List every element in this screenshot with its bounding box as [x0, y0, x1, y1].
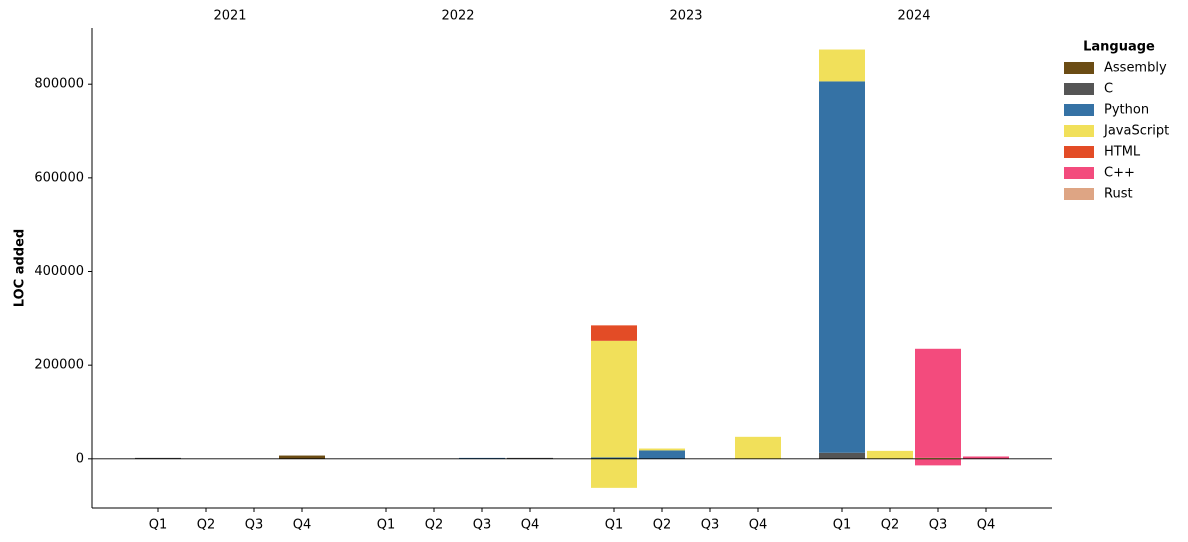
group-label: 2023: [669, 9, 702, 24]
x-tick-label: Q3: [245, 518, 264, 533]
x-tick-label: Q4: [521, 518, 540, 533]
bar-segment: [915, 457, 961, 459]
x-tick-label: Q1: [605, 518, 624, 533]
x-tick-label: Q2: [881, 518, 900, 533]
x-tick-label: Q1: [377, 518, 396, 533]
legend-swatch: [1064, 125, 1094, 137]
legend-label: Python: [1104, 103, 1149, 118]
legend-swatch: [1064, 188, 1094, 200]
legend-label: JavaScript: [1103, 124, 1169, 139]
group-label: 2024: [897, 9, 930, 24]
legend-swatch: [1064, 104, 1094, 116]
x-tick-label: Q4: [293, 518, 312, 533]
bar-segment: [915, 348, 961, 458]
x-tick-label: Q2: [425, 518, 444, 533]
legend-swatch: [1064, 62, 1094, 74]
bar-segment: [915, 458, 961, 466]
y-tick-label: 800000: [34, 77, 84, 92]
y-tick-label: 600000: [34, 170, 84, 185]
y-tick-label: 200000: [34, 358, 84, 373]
bar-segment: [867, 450, 913, 459]
x-tick-label: Q3: [929, 518, 948, 533]
bar-segment: [591, 340, 637, 458]
group-label: 2022: [441, 9, 474, 24]
bar-segment: [819, 81, 865, 453]
bar-segment: [591, 457, 637, 459]
legend-swatch: [1064, 83, 1094, 95]
bar-segment: [459, 457, 505, 459]
bar-segment: [963, 456, 1009, 459]
x-tick-label: Q1: [833, 518, 852, 533]
bar-segment: [591, 325, 637, 341]
legend-label: Rust: [1104, 187, 1133, 202]
x-tick-label: Q2: [653, 518, 672, 533]
bar-segment: [279, 455, 325, 459]
y-axis-label: LOC added: [13, 229, 28, 307]
x-tick-label: Q4: [749, 518, 768, 533]
bar-segment: [639, 450, 685, 459]
x-tick-label: Q3: [701, 518, 720, 533]
legend-swatch: [1064, 146, 1094, 158]
group-label: 2021: [213, 9, 246, 24]
bar-segment: [591, 458, 637, 488]
bar-segment: [639, 448, 685, 451]
y-tick-label: 400000: [34, 264, 84, 279]
bar-segment: [135, 457, 181, 459]
x-tick-label: Q2: [197, 518, 216, 533]
bar-segment: [507, 457, 553, 459]
x-tick-label: Q1: [149, 518, 168, 533]
bar-segment: [819, 452, 865, 459]
x-tick-label: Q3: [473, 518, 492, 533]
legend-title: Language: [1083, 40, 1155, 55]
bar-segment: [819, 49, 865, 82]
legend-label: HTML: [1104, 145, 1141, 160]
legend-label: C++: [1104, 166, 1135, 181]
y-tick-label: 0: [76, 451, 84, 466]
legend-label: Assembly: [1104, 61, 1167, 76]
legend-swatch: [1064, 167, 1094, 179]
x-tick-label: Q4: [977, 518, 996, 533]
bar-segment: [735, 436, 781, 459]
legend-label: C: [1104, 82, 1113, 97]
